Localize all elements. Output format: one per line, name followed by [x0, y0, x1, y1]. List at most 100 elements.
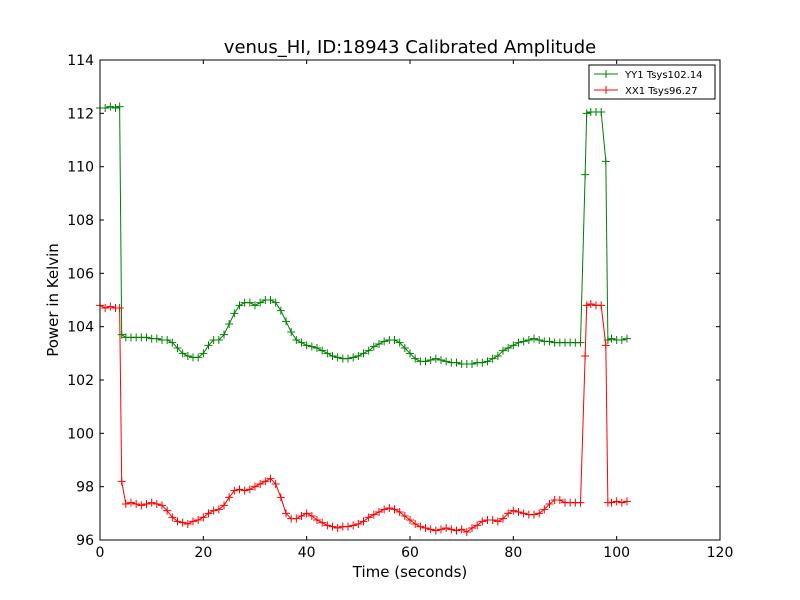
legend: YY1 Tsys102.14 XX1 Tsys96.27 — [588, 64, 716, 100]
series-0-point-58 — [390, 336, 399, 344]
series-0-point-73 — [468, 360, 476, 368]
series-1-point-34 — [266, 474, 275, 483]
series-1-point-13 — [158, 501, 166, 510]
series-1-point-33 — [261, 477, 270, 486]
series-1-point-86 — [535, 509, 544, 518]
series-0-point-54 — [369, 342, 378, 351]
series-1-point-70 — [452, 526, 461, 535]
x-tick-label-1: 20 — [194, 545, 212, 561]
series-1-point-24 — [214, 505, 223, 514]
series-1-point-40 — [297, 512, 306, 520]
series-1-point-62 — [411, 520, 420, 528]
series-0-point-67 — [437, 356, 445, 364]
series-1-point-18 — [183, 520, 192, 528]
series-1-point-78 — [493, 517, 502, 526]
series-0-point-77 — [488, 354, 497, 363]
series-0-point-65 — [426, 356, 435, 364]
x-tick-label-0: 0 — [96, 545, 105, 561]
series-0-point-83 — [519, 337, 528, 346]
series-1-point-25 — [220, 501, 228, 510]
x-axis-label: Time (seconds) — [352, 563, 468, 581]
series-1-point-11 — [147, 498, 156, 507]
series-1-point-10 — [142, 500, 151, 508]
series-0-point-31 — [251, 301, 259, 310]
series-1-point-59 — [395, 508, 404, 516]
series-1-point-74 — [473, 521, 482, 530]
x-tick-label-5: 100 — [603, 545, 630, 561]
x-tick-label-3: 60 — [401, 545, 419, 561]
series-0-point-20 — [194, 353, 203, 362]
series-line-1 — [99, 303, 628, 533]
series-1-point-67 — [437, 525, 445, 534]
series-1-point-68 — [442, 524, 451, 532]
series-0-point-12 — [152, 334, 161, 343]
series-0-point-43 — [313, 344, 321, 352]
series-1-point-53 — [364, 513, 373, 522]
series-0-point-26 — [225, 320, 234, 328]
series-1-point-29 — [240, 486, 249, 495]
series-1-point-73 — [468, 524, 476, 532]
series-0-point-86 — [535, 336, 544, 344]
series-1-point-87 — [540, 505, 549, 514]
series-1-point-43 — [313, 516, 321, 524]
series-1-point-54 — [369, 510, 378, 519]
series-0-point-53 — [364, 346, 373, 355]
series-0-point-22 — [204, 341, 213, 350]
series-1-point-4 — [115, 304, 124, 312]
series-0-point-14 — [163, 336, 172, 344]
series-0-point-100 — [601, 157, 610, 166]
x-tick-label-6: 120 — [707, 545, 734, 561]
series-0-point-39 — [292, 336, 301, 344]
series-0-point-3 — [111, 104, 120, 112]
series-0-point-55 — [375, 340, 383, 348]
series-1-point-71 — [457, 525, 466, 534]
series-0-point-52 — [359, 349, 368, 358]
series-1-point-57 — [385, 504, 394, 512]
x-tick-label-4: 80 — [504, 545, 522, 561]
legend-label-1: XX1 Tsys96.27 — [625, 86, 698, 97]
series-1-point-12 — [152, 500, 161, 508]
series-1 — [96, 300, 631, 536]
series-1-point-75 — [478, 517, 487, 526]
series-0-point-4 — [115, 102, 124, 111]
y-tick-label-7: 110 — [67, 160, 94, 176]
x-tick-label-2: 40 — [298, 545, 316, 561]
y-tick-label-2: 100 — [67, 426, 94, 442]
y-tick-label-5: 106 — [67, 266, 94, 282]
series-0-point-66 — [431, 354, 440, 363]
series-1-point-32 — [256, 480, 265, 488]
series-1-point-83 — [519, 509, 528, 518]
series-0-point-17 — [178, 349, 187, 358]
series-0-point-104 — [617, 336, 626, 344]
y-tick-label-8: 112 — [67, 106, 94, 122]
series-1-point-39 — [292, 514, 301, 523]
series-0-point-50 — [349, 353, 358, 362]
series-0-point-102 — [607, 334, 616, 343]
legend-label-0: YY1 Tsys102.14 — [624, 70, 703, 81]
series-0-point-21 — [199, 349, 208, 358]
y-tick-label-3: 102 — [67, 373, 94, 389]
y-tick-label-1: 98 — [76, 480, 94, 496]
series-0-point-18 — [183, 352, 192, 360]
series-0-point-76 — [483, 357, 492, 366]
series-1-point-8 — [132, 500, 141, 508]
series-1-point-2 — [106, 302, 115, 311]
series-1-point-22 — [204, 509, 213, 518]
series-0-point-10 — [142, 333, 151, 342]
series-0-point-25 — [220, 330, 228, 339]
series-0-point-36 — [276, 306, 285, 315]
series-1-point-81 — [509, 506, 518, 515]
series-1-point-69 — [447, 525, 456, 534]
series-1-point-19 — [189, 517, 197, 526]
series-1-point-99 — [597, 301, 606, 310]
series-1-point-60 — [400, 512, 409, 520]
series-1-point-21 — [199, 513, 208, 522]
series-layer — [96, 102, 631, 536]
series-1-point-17 — [178, 518, 187, 527]
series-1-point-97 — [586, 300, 595, 308]
series-1-point-85 — [530, 510, 538, 519]
series-1-point-65 — [426, 525, 435, 534]
series-0-point-99 — [597, 108, 606, 116]
series-0-point-15 — [168, 338, 177, 347]
series-1-point-37 — [282, 509, 290, 518]
